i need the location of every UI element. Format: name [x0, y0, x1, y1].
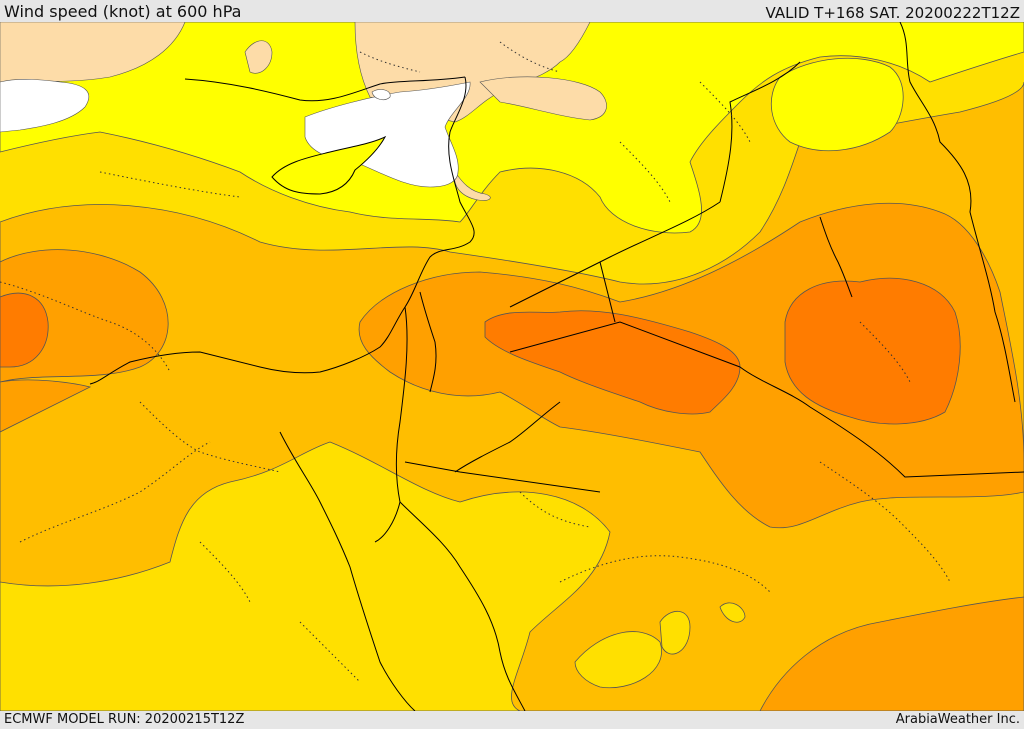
map-title: Wind speed (knot) at 600 hPa: [4, 2, 242, 21]
band-gold-patch-1: [659, 610, 691, 655]
valid-time: VALID T+168 SAT. 20200222T12Z: [765, 4, 1020, 22]
band-gold-southeast: [574, 631, 662, 689]
footer-bar: ECMWF MODEL RUN: 20200215T12Z ArabiaWeat…: [0, 711, 1024, 729]
credit: ArabiaWeather Inc.: [895, 712, 1020, 727]
cyprus-island: [271, 135, 387, 195]
band-dark-orange-west: [0, 292, 49, 368]
model-run: ECMWF MODEL RUN: 20200215T12Z: [4, 712, 245, 727]
band-dark-orange-central: [484, 310, 741, 415]
land-patch-1: [244, 40, 273, 74]
land-levant-coast: [454, 171, 491, 201]
sea-patch-1: [371, 89, 391, 101]
dotted-contours: [0, 41, 951, 683]
band-orange-southwest: [0, 379, 92, 433]
coastlines: [89, 22, 1024, 711]
header-bar: Wind speed (knot) at 600 hPa VALID T+168…: [0, 0, 1024, 22]
wind-speed-map: [0, 22, 1024, 711]
band-dark-orange-east: [784, 277, 961, 425]
band-gold-south: [0, 441, 611, 711]
land-turkey-2: [479, 76, 607, 121]
band-orange-southeast: [759, 596, 1024, 711]
sea-aegean: [0, 78, 90, 133]
band-gold-patch-2: [719, 602, 746, 623]
band-yellow-north: [0, 22, 1024, 234]
band-yellow-northeast: [771, 57, 904, 152]
